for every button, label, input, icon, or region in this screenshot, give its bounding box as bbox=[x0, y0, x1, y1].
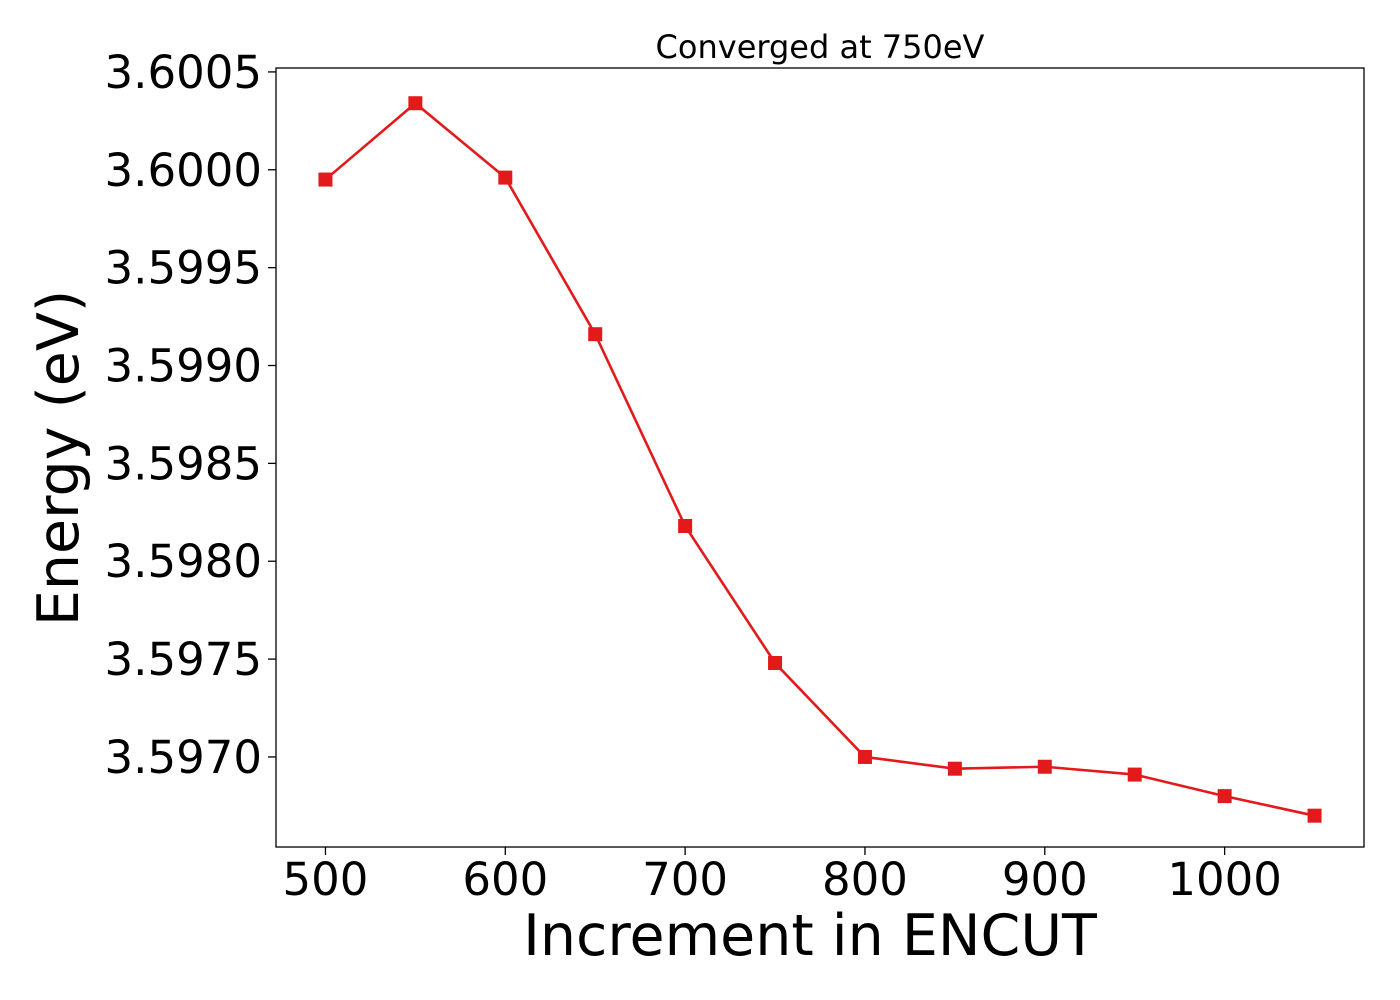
y-tick-label: 3.5980 bbox=[105, 535, 262, 588]
series-line bbox=[324, 101, 1315, 817]
x-tick-label: 500 bbox=[283, 853, 369, 906]
data-point bbox=[408, 96, 423, 111]
data-point bbox=[588, 327, 603, 342]
data-point bbox=[678, 519, 693, 534]
x-axis-label: Increment in ENCUT bbox=[523, 903, 1097, 969]
x-tick-label: 1000 bbox=[1167, 853, 1282, 906]
data-point bbox=[1217, 789, 1232, 804]
y-tick-label: 3.5970 bbox=[105, 731, 262, 784]
x-axis: 500 600 700 800 900 1000 bbox=[283, 847, 1282, 906]
x-tick-label: 600 bbox=[462, 853, 548, 906]
data-point bbox=[318, 172, 333, 187]
data-point bbox=[947, 761, 962, 776]
data-point bbox=[1037, 759, 1052, 774]
y-tick-label: 3.5990 bbox=[105, 340, 262, 393]
data-point bbox=[857, 749, 872, 764]
x-tick-label: 900 bbox=[1002, 853, 1088, 906]
series-layer bbox=[318, 96, 1322, 823]
plot-frame bbox=[275, 67, 1365, 848]
y-tick-label: 3.5995 bbox=[105, 242, 262, 295]
y-tick-label: 3.6005 bbox=[105, 46, 262, 99]
data-point bbox=[1127, 767, 1142, 782]
data-point bbox=[498, 170, 513, 185]
chart-title: Converged at 750eV bbox=[656, 28, 985, 66]
y-tick-label: 3.5985 bbox=[105, 437, 262, 490]
y-tick-label: 3.6000 bbox=[105, 144, 262, 197]
x-tick-label: 800 bbox=[822, 853, 908, 906]
y-axis-label: Energy (eV) bbox=[26, 290, 92, 626]
data-point bbox=[768, 656, 783, 671]
y-axis: 3.5970 3.5975 3.5980 3.5985 3.5990 3.5995 3.60… bbox=[105, 46, 276, 784]
data-point bbox=[1307, 808, 1322, 823]
x-tick-label: 700 bbox=[642, 853, 728, 906]
y-tick-label: 3.5975 bbox=[105, 633, 262, 686]
